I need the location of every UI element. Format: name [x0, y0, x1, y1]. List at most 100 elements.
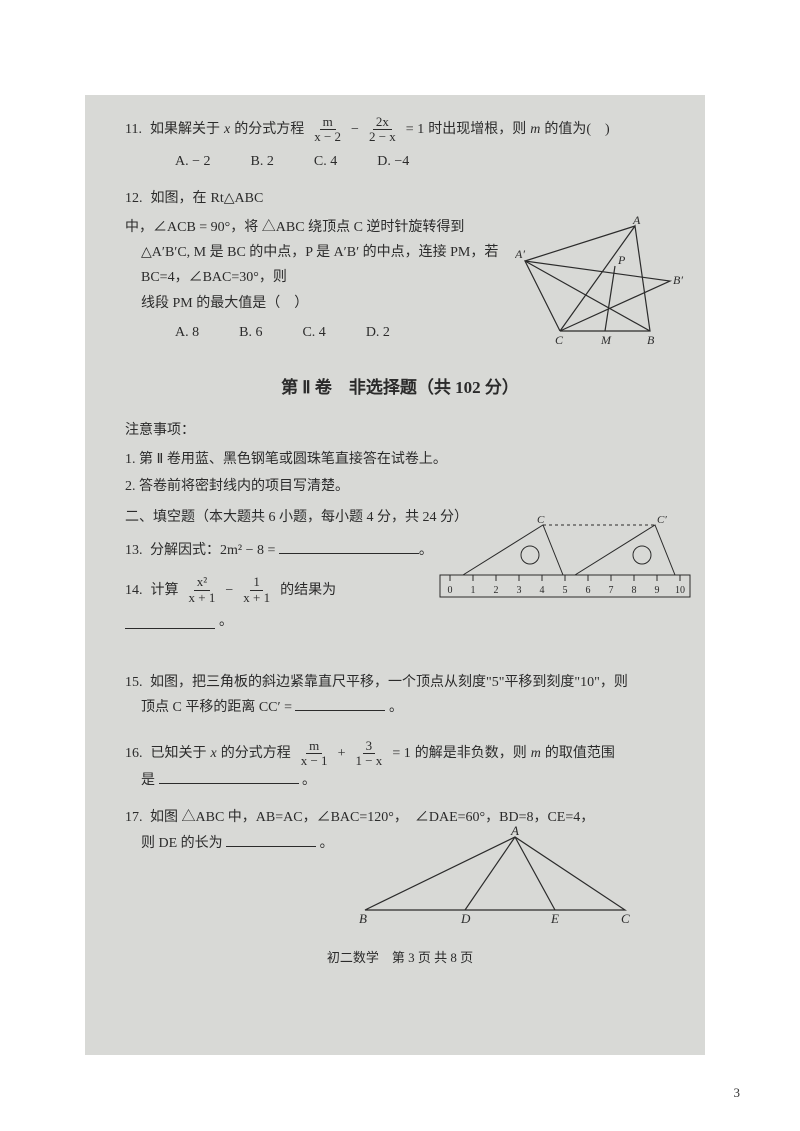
question-15: 15. 如图，把三角板的斜边紧靠直尺平移，一个顶点从刻度"5"平移到刻度"10"… — [125, 670, 675, 720]
q11-choice-d: D. −4 — [377, 149, 409, 174]
q12-number: 12. — [125, 186, 143, 211]
q16-text-c: 的解是非负数，则 — [415, 741, 527, 766]
q11-var-m: m — [530, 117, 540, 142]
q11-var-x: x — [224, 117, 230, 142]
q11-text-a: 如果解关于 — [150, 117, 220, 142]
q16-var-x: x — [211, 741, 217, 766]
q17-label-a: A — [510, 825, 519, 838]
q15-diagram-svg: C C′ 012345678910 — [435, 515, 695, 610]
q17-period: 。 — [320, 836, 334, 851]
q12-line3: 线段 PM 的最大值是（ ） — [141, 291, 505, 316]
q11-stem: 11. 如果解关于 x 的分式方程 m x − 2 − 2x 2 − x = 1… — [125, 115, 675, 145]
q12-label-b: B — [647, 333, 655, 346]
q12-diagram: A A′ P B′ C M B — [515, 216, 685, 346]
q14-minus: − — [225, 578, 233, 603]
svg-text:0: 0 — [448, 585, 453, 596]
q12-l1a: 如图，在 — [151, 186, 207, 211]
q13-number: 13. — [125, 543, 143, 558]
q14-blank — [125, 615, 215, 629]
q17-diagram-svg: A B D E C — [355, 825, 635, 925]
notice-heading: 注意事项： — [125, 418, 675, 443]
q16-eq: = 1 — [392, 741, 410, 766]
q15-l2a: 顶点 C 平移的距离 — [141, 700, 255, 715]
q12-line2: △A′B′C, M 是 BC 的中点，P 是 A′B′ 的中点，连接 PM，若 … — [141, 240, 505, 290]
q13-text: 分解因式：2m² − 8 = — [150, 543, 275, 558]
q15-label-c: C — [537, 515, 545, 526]
q16-l2: 是 — [141, 773, 155, 788]
q14-f1d: x + 1 — [186, 591, 219, 605]
q15-period: 。 — [389, 700, 403, 715]
q15-number: 15. — [125, 675, 143, 690]
q12-rt: Rt△ABC — [211, 186, 264, 211]
q12-label-m: M — [600, 333, 612, 346]
q16-frac1: m x − 1 — [298, 739, 331, 769]
question-16: 16. 已知关于 x 的分式方程 m x − 1 + 3 1 − x = 1 的… — [125, 739, 675, 794]
q16-text-a: 已知关于 — [151, 741, 207, 766]
q16-number: 16. — [125, 741, 143, 766]
q12-choice-a: A. 8 — [175, 320, 199, 345]
q11-frac1: m x − 2 — [311, 115, 344, 145]
q17-label-e: E — [550, 911, 559, 925]
q16-f2d: 1 − x — [352, 754, 385, 768]
q16-f2n: 3 — [363, 739, 376, 754]
svg-text:2: 2 — [494, 585, 499, 596]
svg-text:7: 7 — [609, 585, 614, 596]
q11-text-d: 的值为( ) — [544, 117, 609, 142]
q13-blank — [279, 540, 419, 554]
q12-choices: A. 8 B. 6 C. 4 D. 2 — [175, 320, 505, 345]
q16-text-d: 的取值范围 — [545, 741, 615, 766]
q11-frac2: 2x 2 − x — [366, 115, 399, 145]
q15-blank — [295, 697, 385, 711]
q15-l1: 如图，把三角板的斜边紧靠直尺平移，一个顶点从刻度"5"平移到刻度"10"，则 — [150, 675, 628, 690]
q12-choice-d: D. 2 — [366, 320, 390, 345]
q11-frac1-num: m — [320, 115, 336, 130]
q11-choice-c: C. 4 — [314, 149, 337, 174]
svg-text:1: 1 — [471, 585, 476, 596]
svg-text:3: 3 — [517, 585, 522, 596]
q14-f2n: 1 — [250, 575, 263, 590]
q16-blank — [159, 770, 299, 784]
q12-label-a: A — [632, 216, 641, 227]
q16-f1n: m — [306, 739, 322, 754]
svg-text:5: 5 — [563, 585, 568, 596]
q12-l1b: 中，∠ACB = 90°，将 △ABC 绕顶点 C 逆时针旋转得到 — [125, 215, 464, 240]
q16-f1d: x − 1 — [298, 754, 331, 768]
q11-eq: = 1 — [406, 117, 424, 142]
q17-diagram: A B D E C — [355, 825, 635, 925]
svg-text:10: 10 — [675, 585, 685, 596]
question-17: 17. 如图 △ABC 中，AB=AC，∠BAC=120°， ∠DAE=60°，… — [125, 805, 675, 855]
exam-page: 11. 如果解关于 x 的分式方程 m x − 2 − 2x 2 − x = 1… — [85, 95, 705, 1055]
q16-period: 。 — [302, 773, 316, 788]
q11-frac2-num: 2x — [373, 115, 392, 130]
q11-text-b: 的分式方程 — [234, 117, 304, 142]
q11-minus: − — [351, 117, 359, 142]
svg-text:9: 9 — [655, 585, 660, 596]
q16-plus: + — [338, 741, 346, 766]
q12-diagram-svg: A A′ P B′ C M B — [515, 216, 685, 346]
notice-2: 2. 答卷前将密封线内的项目写清楚。 — [125, 474, 675, 499]
q12-label-bp: B′ — [673, 273, 683, 287]
q12-choice-c: C. 4 — [302, 320, 325, 345]
q17-l2a: 则 DE 的长为 — [141, 836, 223, 851]
q14-number: 14. — [125, 578, 143, 603]
q17-label-d: D — [460, 911, 471, 925]
q16-frac2: 3 1 − x — [352, 739, 385, 769]
svg-text:8: 8 — [632, 585, 637, 596]
q12-label-p: P — [617, 253, 626, 267]
q11-choice-a: A. − 2 — [175, 149, 211, 174]
q16-text-b: 的分式方程 — [221, 741, 291, 766]
q14-f1n: x² — [194, 575, 210, 590]
q17-number: 17. — [125, 810, 143, 825]
q15-diagram: C C′ 012345678910 — [435, 515, 695, 610]
q17-label-b: B — [359, 911, 367, 925]
q11-text-c: 时出现增根，则 — [428, 117, 526, 142]
q14-f2d: x + 1 — [240, 591, 273, 605]
q15-label-cp: C′ — [657, 515, 667, 526]
q11-choices: A. − 2 B. 2 C. 4 D. −4 — [175, 149, 675, 174]
q16-var-m: m — [531, 741, 541, 766]
q14-text-b: 的结果为 — [280, 578, 336, 603]
q14-text-a: 计算 — [151, 578, 179, 603]
svg-text:6: 6 — [586, 585, 591, 596]
q17-l1: 如图 △ABC 中，AB=AC，∠BAC=120°， ∠DAE=60°，BD=8… — [150, 810, 594, 825]
q12-line1: 12. 如图，在 Rt△ABC 中，∠ACB = 90°，将 △ABC 绕顶点 … — [125, 186, 505, 240]
